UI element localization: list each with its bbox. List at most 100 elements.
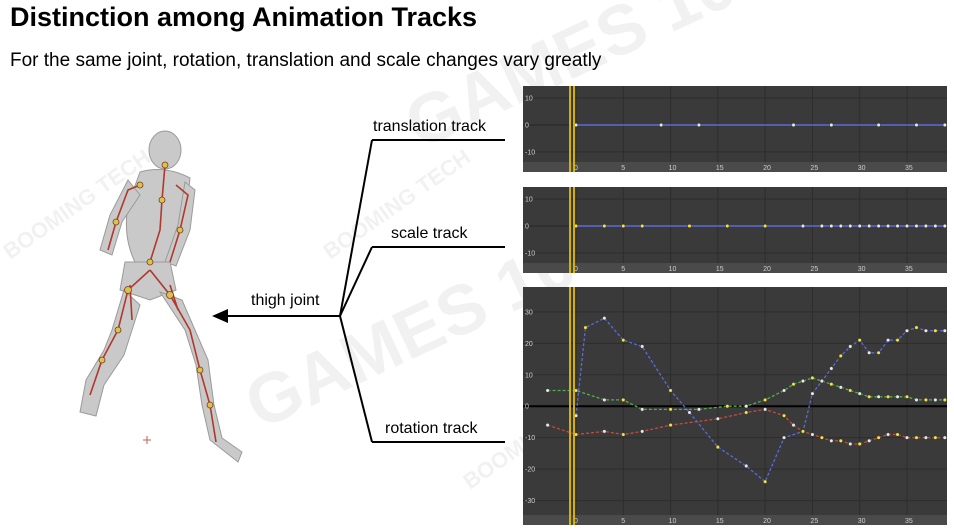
keyframe-point [867, 438, 872, 443]
connector-lines [225, 139, 505, 443]
x-tick-label: 25 [810, 518, 818, 525]
connector-branch [339, 139, 373, 317]
keyframe-point [933, 397, 938, 402]
frame-ruler [523, 162, 947, 172]
x-tick-label: 10 [669, 266, 677, 273]
keyframe-point [621, 223, 626, 228]
keyframe-point [715, 445, 720, 450]
x-tick-label: 15 [716, 165, 724, 172]
keyframe-point [640, 344, 645, 349]
frame-ruler [523, 263, 947, 273]
keyframe-point [876, 122, 881, 127]
keyframe-point [696, 122, 701, 127]
keyframe-point [668, 423, 673, 428]
keyframe-point [867, 394, 872, 399]
playhead-line [569, 86, 571, 172]
x-tick-label: 5 [621, 165, 625, 172]
keyframe-point [905, 328, 910, 333]
keyframe-point [819, 435, 824, 440]
x-tick-label: 20 [763, 165, 771, 172]
keyframe-point [782, 435, 787, 440]
keyframe-point [602, 429, 607, 434]
x-tick-label: 30 [858, 165, 866, 172]
keyframe-point [886, 394, 891, 399]
keyframe-point [829, 122, 834, 127]
x-tick-label: 20 [763, 266, 771, 273]
x-tick-label: 20 [763, 518, 771, 525]
arrow-head [212, 309, 228, 323]
y-tick-label: -10 [525, 149, 535, 156]
keyframe-point [857, 441, 862, 446]
panel-background [523, 187, 947, 273]
y-tick-label: 10 [525, 197, 533, 204]
keyframe-point [848, 441, 853, 446]
keyframe-point [687, 410, 692, 415]
x-tick-label: 35 [905, 518, 913, 525]
playhead-line [569, 287, 571, 525]
green-curve [547, 377, 945, 411]
keyframe-point [886, 432, 891, 437]
y-tick-label: 0 [525, 123, 529, 130]
keyframe-point [602, 223, 607, 228]
keyframe-point [838, 438, 843, 443]
keyframe-point [923, 328, 928, 333]
scale-track-label: scale track [391, 225, 468, 242]
keyframe-point [895, 223, 900, 228]
keyframe-point [942, 223, 947, 228]
keyframe-point [895, 338, 900, 343]
keyframe-point [621, 397, 626, 402]
translation-track-label: translation track [373, 118, 486, 135]
keyframe-point [838, 223, 843, 228]
keyframe-point [602, 316, 607, 321]
keyframe-point [744, 410, 749, 415]
keyframe-point [914, 325, 919, 330]
keyframe-point [621, 432, 626, 437]
keyframe-point [659, 122, 664, 127]
playhead-line [573, 86, 575, 172]
character-figure [79, 130, 243, 463]
y-tick-label: -10 [525, 250, 535, 257]
keyframe-point [914, 122, 919, 127]
keyframe-point [867, 223, 872, 228]
keyframe-point [687, 223, 692, 228]
keyframe-point [545, 388, 550, 393]
keyframe-point [829, 223, 834, 228]
keyframe-point [933, 223, 938, 228]
keyframe-point [857, 338, 862, 343]
rotation-track-panel: 30 20 10 0 -10 -20 -30 0 5 10 15 20 25 30 35 [523, 287, 947, 525]
keyframe-point [942, 328, 947, 333]
y-tick-label: -10 [525, 435, 535, 442]
keyframe-point [923, 223, 928, 228]
x-tick-label: 35 [905, 165, 913, 172]
keyframe-point [545, 423, 550, 428]
keyframe-point [800, 379, 805, 384]
keyframe-point [810, 432, 815, 437]
keyframe-point [876, 223, 881, 228]
x-tick-label: 0 [574, 518, 578, 525]
x-tick-label: 15 [716, 518, 724, 525]
keyframe-point [725, 223, 730, 228]
x-tick-label: 5 [621, 266, 625, 273]
keyframe-point [933, 435, 938, 440]
keyframe-point [905, 394, 910, 399]
keyframe-point [763, 223, 768, 228]
keyframe-point [668, 388, 673, 393]
keyframe-point [923, 435, 928, 440]
x-tick-label: 0 [574, 266, 578, 273]
keyframe-point [838, 385, 843, 390]
keyframe-point [933, 328, 938, 333]
rotation-track-label: rotation track [385, 420, 478, 437]
keyframe-point [668, 407, 673, 412]
keyframe-point [848, 344, 853, 349]
keyframe-point [876, 350, 881, 355]
playhead-line [573, 187, 575, 273]
keyframe-point [905, 435, 910, 440]
keyframe-point [819, 223, 824, 228]
x-tick-label: 35 [905, 266, 913, 273]
x-tick-label: 30 [858, 266, 866, 273]
keyframe-point [867, 350, 872, 355]
keyframe-point [810, 375, 815, 380]
keyframe-point [800, 223, 805, 228]
keyframe-point [640, 429, 645, 434]
